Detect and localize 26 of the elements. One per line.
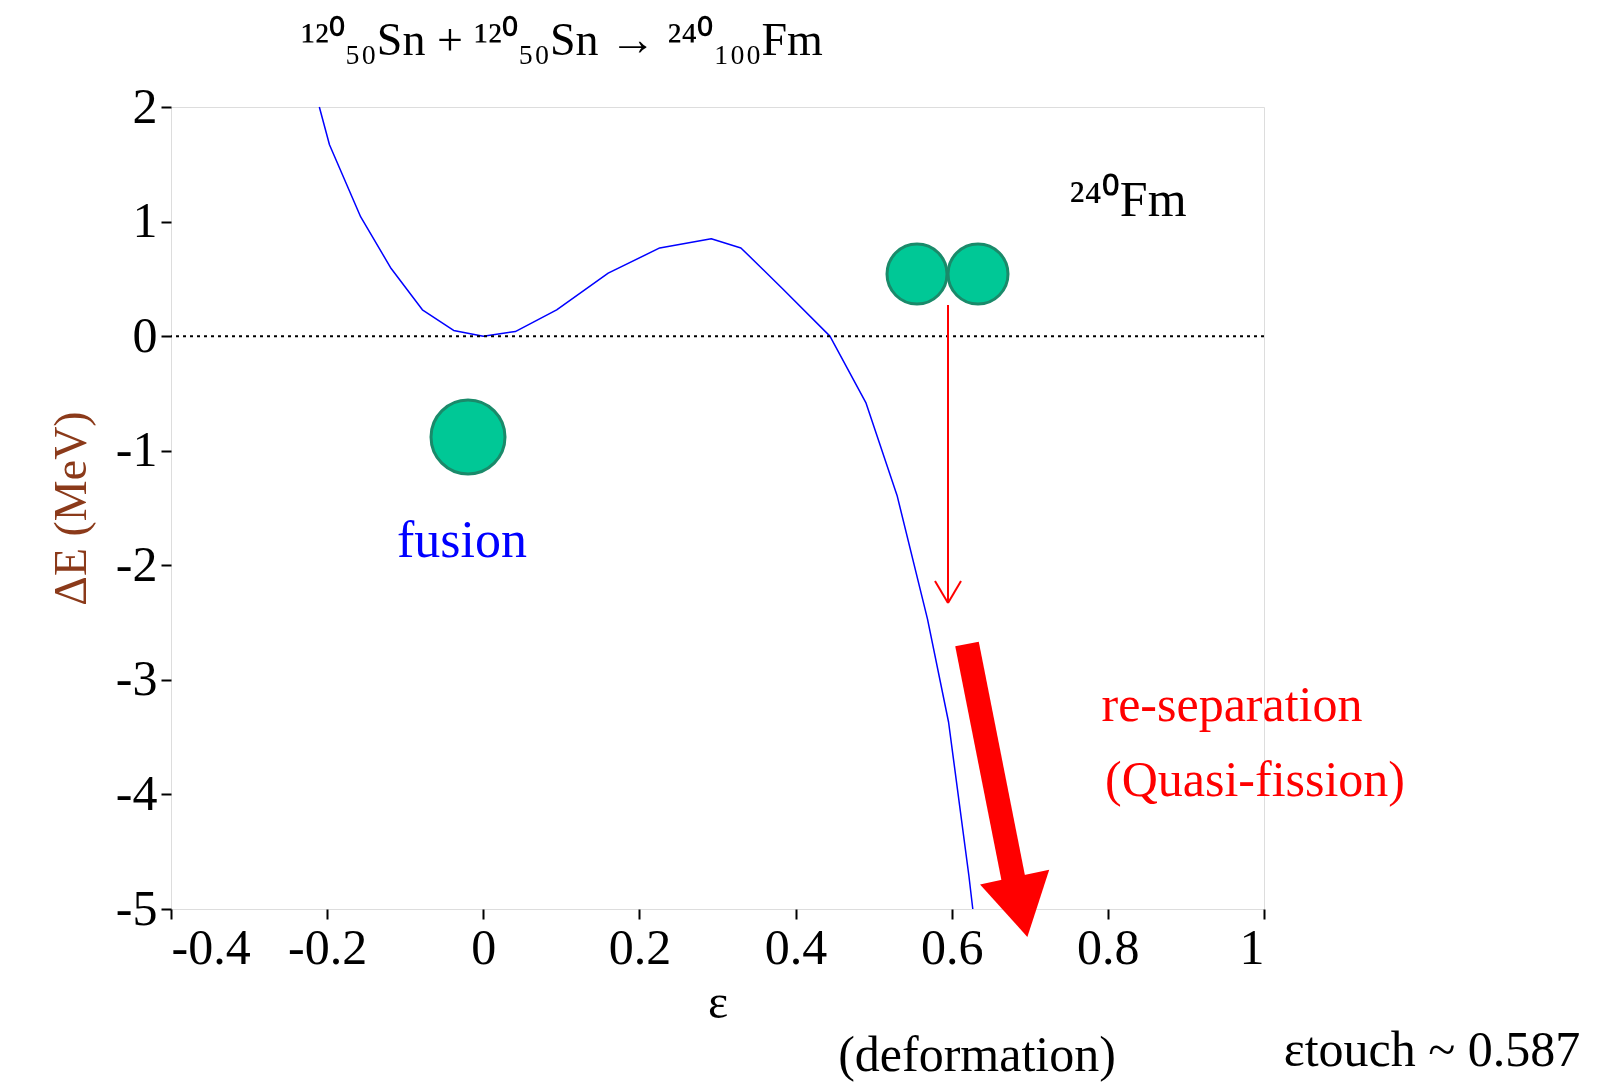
y-tick-label: 1: [132, 192, 158, 249]
y-tick-label: -5: [115, 879, 158, 936]
x-tick-label: 1: [1239, 918, 1265, 975]
chart-title: ¹²⁰₅₀Sn + ¹²⁰₅₀Sn → ²⁴⁰₁₀₀Fm: [301, 14, 824, 65]
x-axis-title: ε: [707, 974, 729, 1028]
text: εtouch ~ 0.587: [1283, 1021, 1581, 1077]
y-tick-label: 0: [132, 306, 158, 363]
x-tick-label: 0.8: [1077, 918, 1140, 975]
x-tick-label: -0.4: [171, 918, 251, 975]
y-tick-label: -2: [115, 535, 158, 592]
text: (deformation): [838, 1026, 1116, 1082]
annotation: re-separation: [1101, 676, 1363, 732]
y-tick-label: -4: [115, 764, 158, 821]
line-series: [318, 106, 974, 910]
annotation: ²⁴⁰Fm: [1069, 171, 1187, 227]
y-tick-label: -1: [115, 421, 158, 478]
x-tick-label: 0.2: [608, 918, 672, 975]
y-axis-title: ΔE (MeV): [44, 411, 96, 606]
annotation: (Quasi-fission): [1105, 751, 1405, 807]
x-tick-label: 0.4: [764, 918, 828, 975]
y-tick-label: -3: [115, 650, 158, 707]
y-tick-label: 2: [132, 77, 158, 134]
x-tick-label: -0.2: [288, 918, 368, 975]
annotation: fusion: [397, 511, 527, 568]
x-tick-label: 0.6: [920, 918, 984, 975]
x-tick-label: 0: [471, 918, 497, 975]
